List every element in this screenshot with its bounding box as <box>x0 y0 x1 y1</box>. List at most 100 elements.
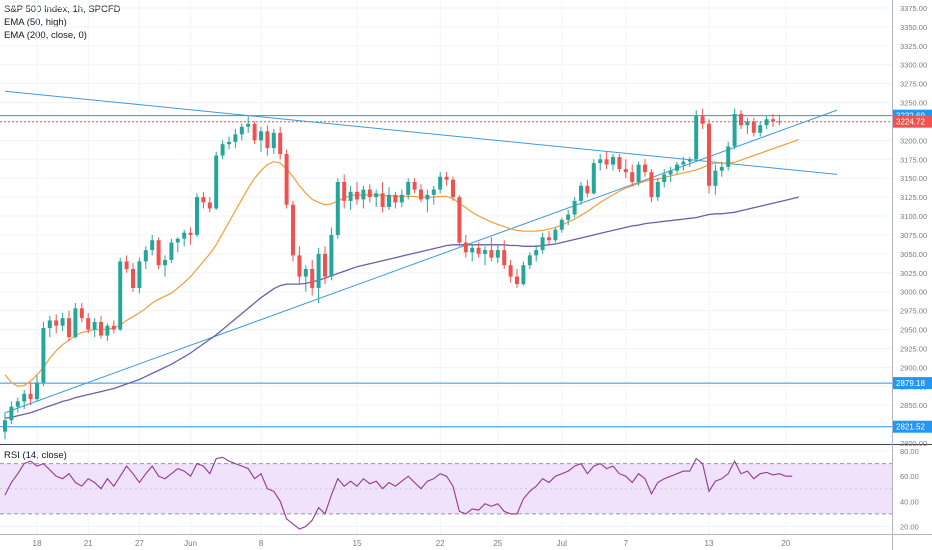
candle <box>220 140 225 160</box>
candle-body <box>111 325 116 330</box>
candle <box>732 108 737 150</box>
candle <box>92 318 97 338</box>
candle <box>86 312 91 334</box>
candle <box>118 257 123 332</box>
candle <box>137 257 142 294</box>
price-tick-label: 3050.00 <box>900 250 927 259</box>
candle-body <box>15 401 20 407</box>
candle <box>585 179 590 198</box>
candle-body <box>380 193 385 207</box>
candle-body <box>425 194 430 200</box>
candle <box>207 197 212 213</box>
candle-body <box>188 232 193 235</box>
candle <box>182 229 187 247</box>
candle <box>252 121 257 145</box>
candle <box>700 108 705 130</box>
price-tick-label: 2850.00 <box>900 401 927 410</box>
candle <box>425 189 430 213</box>
candle-body <box>47 320 52 329</box>
candle <box>636 161 641 186</box>
candle <box>111 320 116 334</box>
candle-body <box>393 194 398 203</box>
candle-body <box>636 164 641 182</box>
candle <box>41 321 46 387</box>
candle-body <box>470 247 475 253</box>
price-level-label-box <box>893 377 932 390</box>
candle-body <box>92 321 97 330</box>
candle-body <box>137 261 142 288</box>
candle <box>73 303 78 339</box>
candle <box>758 121 763 137</box>
candle <box>227 136 231 150</box>
candle-body <box>566 214 571 220</box>
candle-body <box>681 161 686 165</box>
time-tick-label: Jul <box>557 539 567 548</box>
candle-body <box>508 265 513 277</box>
candle <box>611 154 615 171</box>
candle <box>271 129 276 155</box>
candle-body <box>553 229 558 241</box>
candle-body <box>623 169 628 173</box>
candle <box>412 178 417 194</box>
candle <box>28 382 33 406</box>
candle-body <box>713 170 718 186</box>
candle <box>713 164 718 195</box>
candle-body <box>143 250 148 262</box>
candle <box>169 238 174 263</box>
candle-body <box>335 182 340 235</box>
candle-body <box>342 182 347 201</box>
candle <box>566 209 571 226</box>
candle <box>668 166 673 182</box>
price-tick-label: 3200.00 <box>900 136 927 145</box>
candle <box>476 242 481 258</box>
candle <box>323 246 327 285</box>
candle-body <box>387 194 391 207</box>
price-tick-label: 3150.00 <box>900 174 927 183</box>
candle <box>239 123 244 141</box>
candle-body <box>559 219 564 230</box>
price-tick-label: 2950.00 <box>900 326 927 335</box>
candle-body <box>28 393 33 400</box>
candle-body <box>534 250 539 256</box>
candle <box>355 182 359 205</box>
candle-body <box>233 134 238 142</box>
candle <box>342 174 347 209</box>
time-tick-label: 15 <box>353 539 362 548</box>
price-tick-label: 2975.00 <box>900 307 927 316</box>
candle-body <box>265 131 270 148</box>
candle-body <box>303 269 308 277</box>
candle-body <box>502 250 507 266</box>
time-tick-label: 25 <box>493 539 502 548</box>
candle-body <box>361 189 366 200</box>
time-tick-label: 21 <box>84 539 93 548</box>
candle <box>9 401 14 425</box>
price-tick-label: 3350.00 <box>900 23 927 32</box>
candle <box>278 126 283 160</box>
candle-body <box>316 253 321 288</box>
candle-body <box>41 328 46 383</box>
price-tick-label: 3000.00 <box>900 288 927 297</box>
candle-body <box>278 132 283 155</box>
candle <box>707 119 711 194</box>
candle <box>623 159 628 179</box>
candle-body <box>60 318 65 326</box>
candle-body <box>572 200 577 215</box>
candle-body <box>758 125 763 133</box>
candle <box>156 237 161 269</box>
time-tick-label: 8 <box>259 539 264 548</box>
candle <box>303 265 308 292</box>
candle-body <box>675 164 679 171</box>
candle-body <box>214 155 219 209</box>
time-tick-label: 18 <box>33 539 42 548</box>
candle-body <box>105 325 110 336</box>
candle-body <box>707 123 711 186</box>
candle-body <box>527 255 532 266</box>
candle-body <box>598 159 603 164</box>
candle <box>777 114 782 126</box>
time-tick-label: 7 <box>624 539 629 548</box>
price-tick-label: 3250.00 <box>900 99 927 108</box>
candle-body <box>726 146 731 167</box>
candle <box>374 189 379 207</box>
candle-body <box>483 250 487 254</box>
